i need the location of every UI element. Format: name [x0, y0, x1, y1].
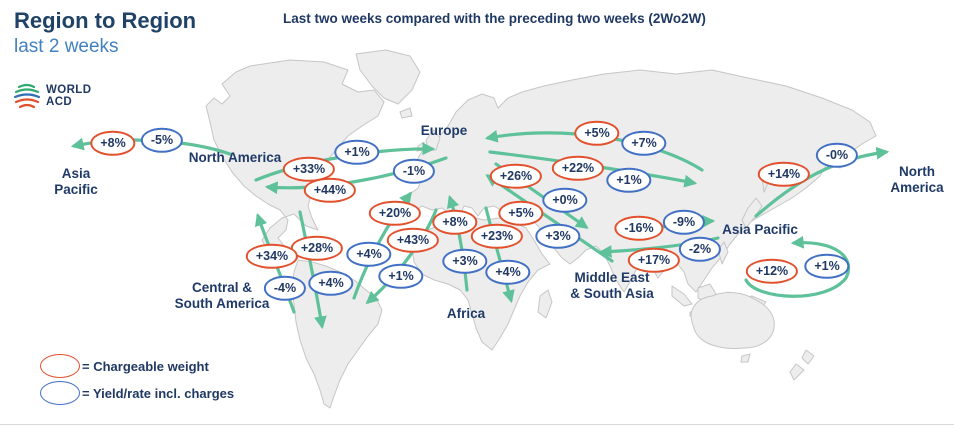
yield-oval-na-to-ap: -5%	[140, 127, 184, 153]
page-subtitle: last 2 weeks	[14, 36, 119, 57]
comparison-note: Last two weeks compared with the precedi…	[283, 11, 706, 26]
region-label-asia-pacific-west: Asia Pacific	[54, 166, 98, 197]
region-label-north-america-east: North America	[890, 164, 944, 195]
legend-weight-label: = Chargeable weight	[82, 358, 209, 374]
weight-oval-eu-to-csa: +43%	[386, 227, 440, 253]
globe-icon	[13, 83, 41, 109]
island-sumatra	[671, 285, 693, 307]
yield-oval-within-ap: +1%	[804, 253, 850, 279]
island-new-zealand-south	[789, 363, 805, 381]
weight-oval-eu-to-af: +23%	[470, 223, 524, 249]
yield-oval-mesa-to-eu: +3%	[535, 223, 581, 249]
weight-oval-na-to-ap: +8%	[90, 130, 136, 156]
region-label-middle-east-south-asia: Middle East & South Asia	[570, 270, 654, 301]
legend-chargeable-weight: = Chargeable weight	[40, 354, 234, 378]
region-label-asia-pacific-east: Asia Pacific	[722, 222, 798, 237]
yield-oval-csa-to-na: -4%	[263, 275, 307, 301]
island-japan	[741, 197, 763, 229]
yield-oval-eu-to-af: +4%	[485, 259, 531, 285]
island-iceland	[399, 107, 413, 119]
yield-oval-ap-to-eu: +7%	[621, 130, 667, 156]
weight-oval-na-to-csa: +28%	[290, 235, 344, 261]
arrow-eu-to-csa	[365, 208, 438, 305]
yield-oval-mesa-to-ap: -9%	[662, 209, 706, 235]
island-tasmania	[740, 353, 751, 363]
arrow-within-ap-loop	[744, 235, 851, 298]
blue-oval-icon	[40, 381, 80, 405]
yield-oval-eu-to-ap: +1%	[606, 167, 652, 193]
yield-oval-af-to-eu: +3%	[442, 248, 488, 274]
arrow-mesa-to-eu	[485, 174, 614, 263]
continent-south-america	[291, 259, 383, 409]
legend: = Chargeable weight = Yield/rate incl. c…	[40, 354, 234, 405]
yield-oval-csa-to-eu: +4%	[346, 241, 392, 267]
yield-oval-eu-to-mesa: +0%	[542, 187, 588, 213]
weight-oval-csa-to-na: +34%	[245, 243, 299, 269]
weight-oval-na-to-eu: +33%	[282, 156, 336, 182]
weight-oval-mesa-to-ap: -16%	[614, 215, 664, 241]
weight-oval-mesa-to-eu: +5%	[498, 200, 544, 226]
weight-oval-within-ap: +12%	[745, 258, 799, 284]
yield-oval-na-to-eu: +1%	[334, 139, 380, 165]
region-label-central-south-america: Central & South America	[174, 280, 270, 311]
bottom-divider	[0, 424, 954, 425]
logo-line2: ACD	[46, 96, 73, 108]
yield-oval-ap-to-mesa: -2%	[678, 236, 722, 262]
weight-oval-eu-to-ap: +22%	[551, 155, 605, 181]
page-title: Region to Region	[14, 8, 197, 33]
weight-oval-eu-to-mesa: +26%	[489, 163, 543, 189]
weight-oval-csa-to-eu: +20%	[368, 200, 422, 226]
worldacd-logo: WORLD ACD	[13, 82, 91, 110]
red-oval-icon	[40, 354, 80, 378]
weight-oval-eu-to-na: +44%	[303, 177, 357, 203]
region-label-north-america-west: North America	[188, 150, 282, 165]
weight-oval-af-to-eu: +8%	[432, 209, 478, 235]
arrow-na-to-csa	[298, 210, 327, 330]
weight-oval-ap-to-eu: +5%	[574, 120, 620, 146]
island-madagascar	[537, 289, 553, 319]
region-label-europe: Europe	[420, 123, 468, 138]
island-new-zealand-north	[801, 349, 815, 365]
legend-yield-label: = Yield/rate incl. charges	[82, 385, 235, 401]
yield-oval-ap-to-na: -0%	[815, 142, 859, 168]
yield-oval-eu-to-csa: +1%	[378, 263, 424, 289]
continent-australia	[690, 292, 775, 349]
region-label-africa: Africa	[446, 306, 486, 321]
continent-greenland	[355, 49, 421, 105]
weight-oval-ap-to-na: +14%	[757, 161, 811, 187]
legend-yield-rate: = Yield/rate incl. charges	[40, 381, 234, 405]
arrow-eu-to-af	[484, 206, 515, 304]
arrow-af-to-eu	[446, 194, 469, 292]
weight-oval-ap-to-mesa: +17%	[627, 247, 681, 273]
yield-oval-eu-to-na: -1%	[392, 158, 436, 184]
logo-wordmark: WORLD ACD	[46, 84, 91, 108]
yield-oval-na-to-csa: +4%	[308, 270, 354, 296]
logo-line1: WORLD	[46, 83, 92, 96]
